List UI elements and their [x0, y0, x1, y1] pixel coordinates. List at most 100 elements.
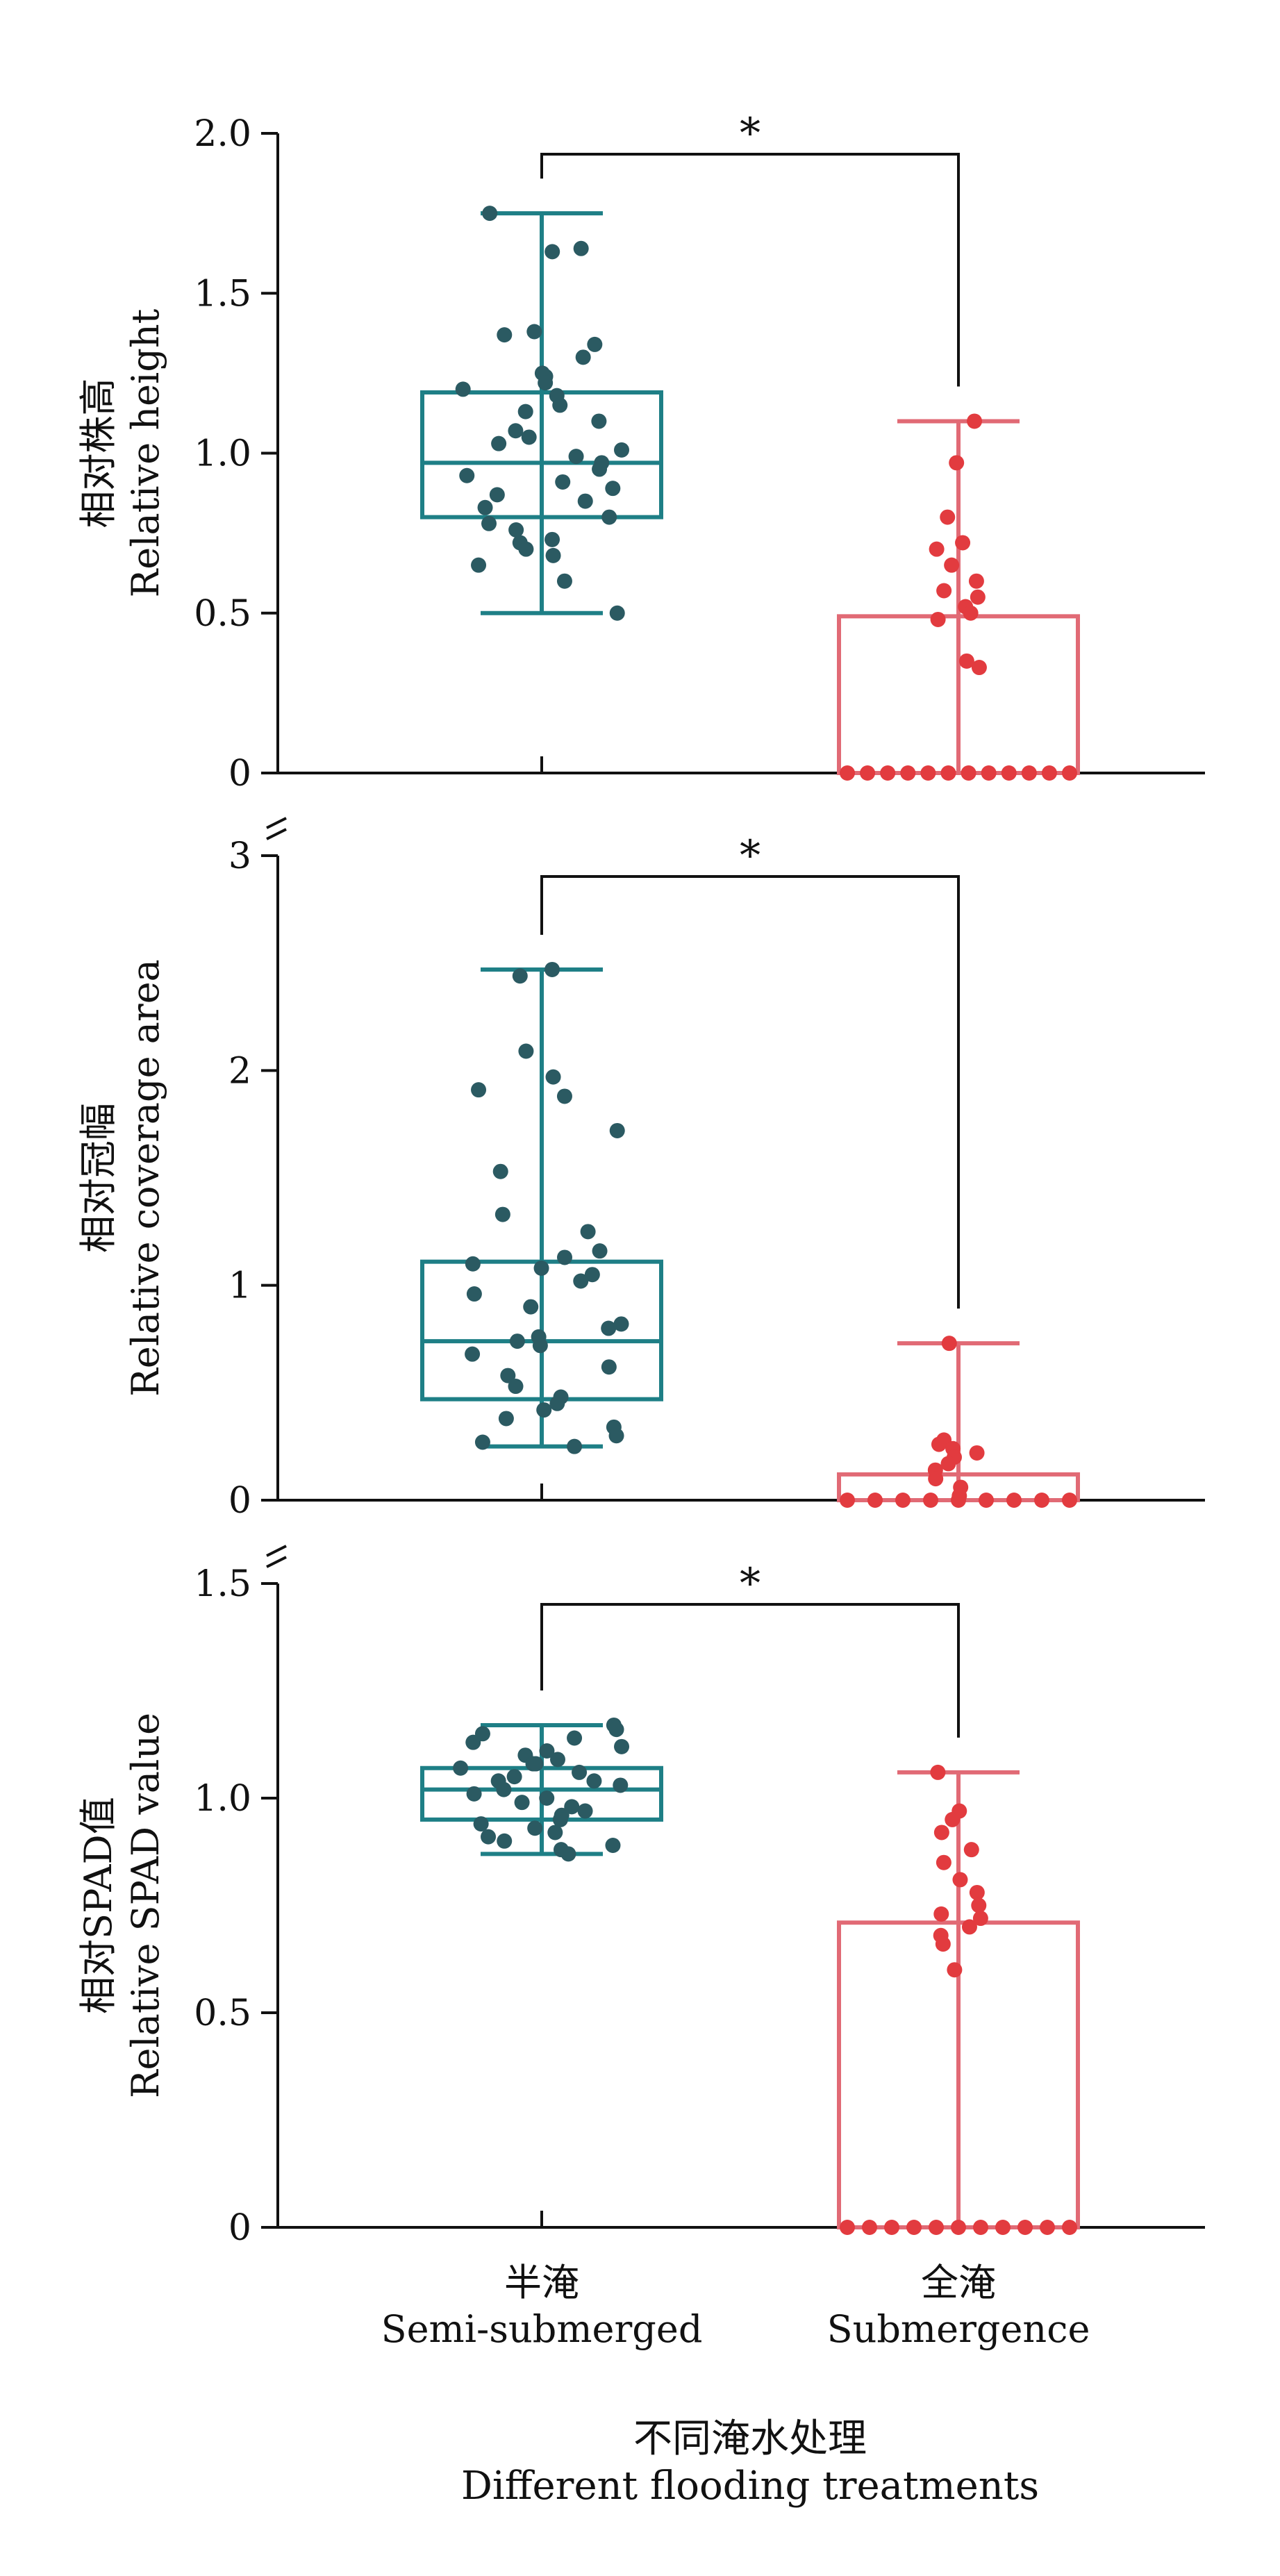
- data-point: [508, 1379, 524, 1395]
- data-point: [518, 541, 534, 557]
- axis-break-mark: [266, 1545, 287, 1557]
- y-axis-label-zh: 相对株高: [76, 379, 120, 529]
- data-point: [556, 573, 572, 589]
- axis-break-mark: [266, 828, 287, 840]
- data-point: [931, 1436, 947, 1452]
- data-point: [979, 1493, 994, 1508]
- data-point: [1062, 1493, 1077, 1508]
- y-axis-label: 相对冠幅 Relative coverage area: [76, 959, 167, 1397]
- data-point: [591, 413, 607, 429]
- data-point: [972, 1911, 988, 1927]
- y-tick-label: 0.5: [194, 593, 251, 635]
- data-point: [557, 1249, 573, 1265]
- data-point: [1034, 1493, 1049, 1508]
- data-point: [1062, 765, 1077, 781]
- data-point: [573, 1273, 589, 1289]
- y-tick-label: 2.0: [194, 113, 251, 155]
- y-tick-label: 0.5: [194, 1993, 251, 2034]
- panel-3: 0 0.5 1.0 1.5 相对SPAD值 Relative SPAD value *: [76, 1545, 1205, 2249]
- y-axis-label-zh: 相对SPAD值: [76, 1797, 120, 2014]
- data-point: [971, 1897, 987, 1913]
- y-axis-label-en: Relative SPAD value: [124, 1713, 167, 2098]
- data-point: [601, 1359, 617, 1375]
- data-point: [1062, 2220, 1077, 2235]
- data-point: [532, 1338, 548, 1354]
- data-point: [555, 474, 571, 490]
- data-point: [955, 535, 971, 551]
- data-point: [860, 765, 876, 781]
- data-point: [497, 327, 513, 343]
- data-point: [545, 244, 560, 260]
- data-point: [592, 461, 608, 477]
- data-point: [867, 1493, 883, 1508]
- data-point: [970, 589, 986, 605]
- data-point: [560, 1846, 576, 1862]
- data-point: [929, 541, 945, 557]
- panel-1: 0 0.5 1.0 1.5 2.0 相对株高 Relative height *: [76, 109, 1205, 795]
- data-point: [995, 2220, 1011, 2235]
- data-point: [930, 611, 946, 627]
- data-point: [1001, 765, 1017, 781]
- data-point: [963, 1842, 979, 1858]
- data-point: [592, 1243, 608, 1259]
- data-point: [968, 573, 984, 589]
- y-tick-label: 3: [228, 836, 251, 877]
- data-point: [539, 1790, 555, 1806]
- data-point: [492, 1163, 508, 1179]
- data-point: [538, 375, 554, 391]
- data-point: [840, 2220, 855, 2235]
- data-point: [552, 397, 568, 413]
- x-axis-title-en: Different flooding treatments: [461, 2463, 1039, 2509]
- y-tick-label: 0: [228, 2207, 251, 2249]
- data-point: [568, 449, 584, 465]
- data-point: [567, 1730, 583, 1746]
- data-point: [527, 1820, 543, 1836]
- data-point: [609, 1122, 625, 1138]
- data-point: [969, 1884, 985, 1900]
- data-point: [481, 515, 497, 531]
- data-point: [940, 1456, 956, 1472]
- y-axis-label-en: Relative height: [124, 308, 167, 597]
- y-tick-label: 0: [228, 753, 251, 795]
- data-point: [1017, 2220, 1033, 2235]
- data-point: [508, 522, 524, 538]
- data-point: [884, 2220, 899, 2235]
- data-point: [491, 435, 507, 451]
- data-point: [453, 1760, 469, 1776]
- data-point: [1006, 1493, 1022, 1508]
- significance-star: *: [740, 831, 760, 880]
- data-point: [940, 509, 956, 525]
- data-point: [969, 1445, 985, 1461]
- data-point: [951, 1493, 966, 1508]
- data-point: [577, 493, 593, 509]
- data-point: [601, 509, 617, 525]
- data-point: [587, 336, 603, 352]
- box-group-semi-submerged: [420, 961, 663, 1454]
- data-point: [1021, 765, 1037, 781]
- panel-2: 0 1 2 3 相对冠幅 Relative coverage area *: [76, 817, 1205, 1522]
- data-point: [900, 765, 916, 781]
- data-point: [961, 1919, 977, 1935]
- y-tick-label: 1.5: [194, 1563, 251, 1605]
- data-point: [930, 1764, 946, 1780]
- x-axis-title-zh: 不同淹水处理: [633, 2416, 867, 2461]
- data-point: [840, 1493, 855, 1508]
- box-group-submergence: [837, 1764, 1080, 2235]
- data-point: [947, 1962, 963, 1978]
- data-point: [944, 557, 960, 573]
- data-point: [482, 206, 498, 222]
- data-point: [496, 1781, 512, 1797]
- data-point: [1040, 2220, 1055, 2235]
- data-point: [940, 765, 956, 781]
- box-iqr: [420, 390, 663, 520]
- data-point: [880, 765, 896, 781]
- data-point: [862, 2220, 877, 2235]
- data-point: [920, 765, 936, 781]
- box-group-semi-submerged: [420, 206, 663, 621]
- data-point: [506, 1769, 522, 1785]
- data-point: [489, 487, 505, 503]
- data-point: [586, 1773, 602, 1789]
- data-point: [466, 1786, 482, 1802]
- data-point: [614, 1738, 630, 1754]
